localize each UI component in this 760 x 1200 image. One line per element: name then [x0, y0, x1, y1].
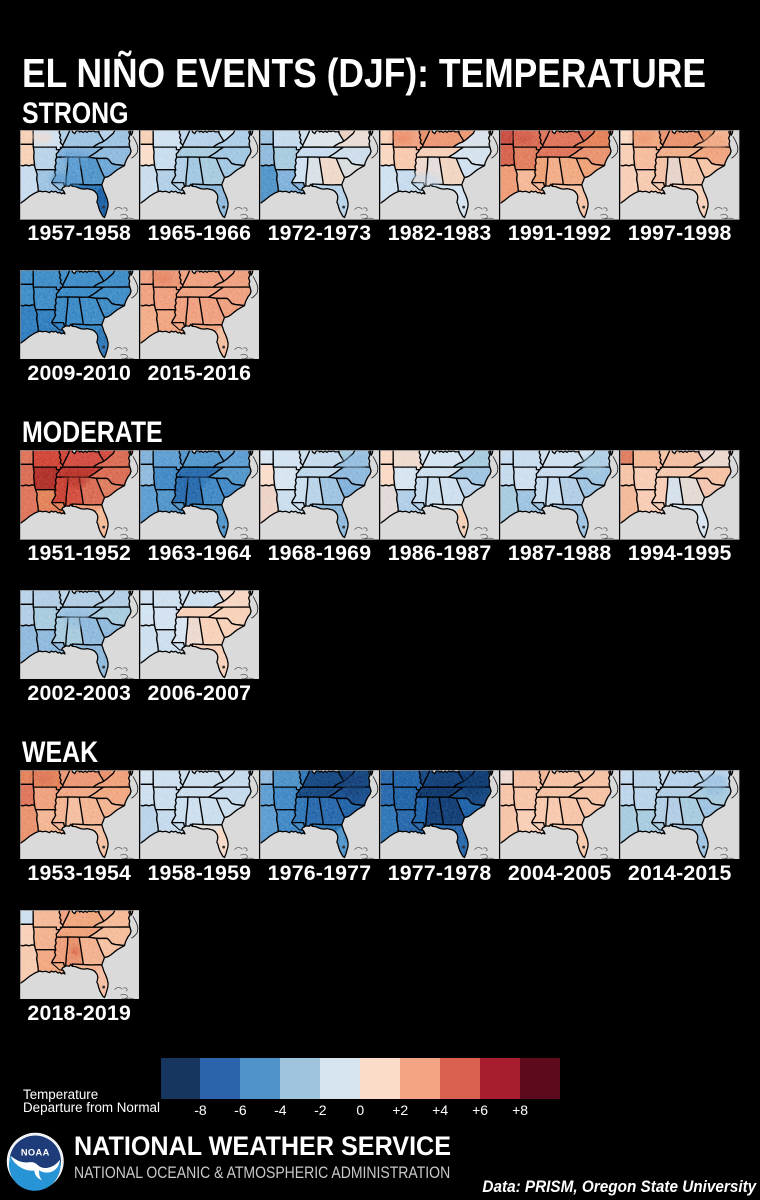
svg-text:NOAA: NOAA: [20, 1147, 49, 1157]
